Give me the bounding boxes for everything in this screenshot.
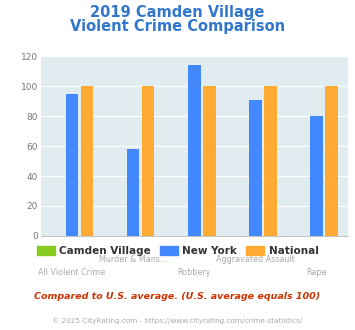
Text: 2019 Camden Village: 2019 Camden Village [90,5,265,20]
Bar [127,149,140,236]
Text: Aggravated Assault: Aggravated Assault [216,255,295,264]
Text: Murder & Mans...: Murder & Mans... [99,255,168,264]
Bar [188,65,201,236]
Bar [249,100,262,236]
Text: © 2025 CityRating.com - https://www.cityrating.com/crime-statistics/: © 2025 CityRating.com - https://www.city… [53,317,302,324]
Bar [66,94,78,236]
Bar [264,86,277,236]
Text: Rape: Rape [306,268,327,277]
Bar [203,86,215,236]
Bar [142,86,154,236]
Text: All Violent Crime: All Violent Crime [38,268,106,277]
Bar [326,86,338,236]
Bar [311,116,323,236]
Text: Violent Crime Comparison: Violent Crime Comparison [70,19,285,34]
Bar [81,86,93,236]
Text: Robbery: Robbery [178,268,211,277]
Text: Compared to U.S. average. (U.S. average equals 100): Compared to U.S. average. (U.S. average … [34,292,321,301]
Legend: Camden Village, New York, National: Camden Village, New York, National [32,242,323,260]
